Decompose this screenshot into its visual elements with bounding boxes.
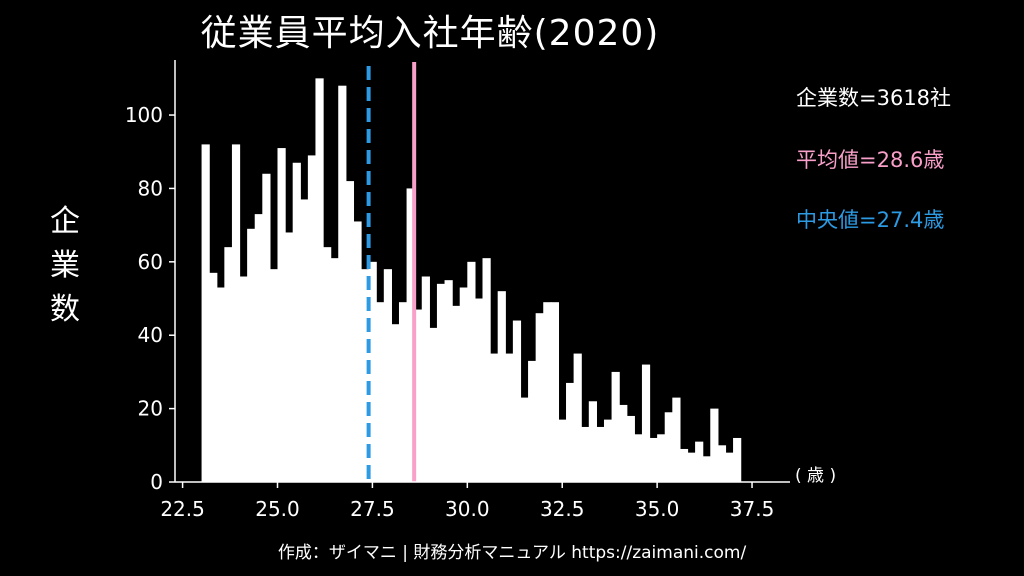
histogram-bar bbox=[603, 419, 613, 482]
histogram-bar bbox=[231, 144, 241, 482]
histogram-bar bbox=[710, 408, 719, 482]
histogram-bar bbox=[239, 276, 248, 482]
histogram-bar bbox=[209, 272, 218, 482]
histogram-bar bbox=[459, 287, 468, 482]
y-tick-label: 80 bbox=[138, 176, 163, 200]
histogram-bar bbox=[679, 448, 689, 482]
histogram-bar bbox=[717, 445, 727, 482]
histogram-bar bbox=[436, 283, 446, 482]
stat-lines bbox=[366, 62, 417, 482]
histogram-bar bbox=[702, 456, 711, 482]
histogram-bar bbox=[566, 382, 575, 482]
histogram-bar bbox=[398, 302, 408, 482]
footer-credit: 作成：ザイマニ | 財務分析マニュアル https://zaimani.com/ bbox=[277, 543, 747, 563]
histogram-bar bbox=[558, 419, 567, 482]
x-tick-label: 25.0 bbox=[255, 497, 300, 521]
histogram-bar bbox=[596, 426, 605, 482]
histogram-bar bbox=[695, 441, 704, 482]
histogram-bar bbox=[467, 261, 476, 482]
histogram-bar bbox=[345, 181, 355, 482]
histogram-bar bbox=[383, 269, 392, 482]
y-axis-label-char: 数 bbox=[50, 292, 80, 327]
histogram-bar bbox=[452, 305, 461, 482]
x-tick-label: 27.5 bbox=[350, 497, 395, 521]
histogram-bar bbox=[687, 452, 696, 482]
histogram-bar bbox=[505, 353, 514, 482]
chart-axes: 0 20 40 60 80 100 22.5 25.0 27.5 30.0 32.5 35.0 37.5 bbox=[125, 60, 790, 521]
y-axis-label-char: 業 bbox=[50, 248, 80, 283]
histogram-bar bbox=[285, 232, 294, 482]
histogram-bar bbox=[649, 437, 658, 482]
y-tick-label: 60 bbox=[138, 250, 163, 274]
histogram-bar bbox=[338, 85, 347, 482]
x-tick-label: 37.5 bbox=[730, 497, 775, 521]
histogram-bar bbox=[376, 302, 385, 482]
histogram-bar bbox=[315, 78, 324, 482]
histogram-bar bbox=[611, 371, 620, 482]
histogram-bar bbox=[429, 327, 438, 482]
histogram-bar bbox=[490, 353, 499, 482]
histogram-bar bbox=[330, 258, 339, 482]
histogram-bar bbox=[414, 309, 423, 482]
histogram-bar bbox=[619, 404, 628, 482]
y-tick-label: 20 bbox=[138, 397, 163, 421]
histogram-bar bbox=[588, 401, 597, 482]
histogram-bar bbox=[269, 269, 279, 482]
histogram-bar bbox=[406, 188, 415, 482]
histogram-bar bbox=[277, 148, 286, 482]
histogram-bar bbox=[391, 324, 400, 482]
histogram-bar bbox=[482, 258, 491, 482]
histogram-bar bbox=[520, 397, 529, 482]
histogram-bar bbox=[216, 287, 225, 482]
histogram-bar bbox=[254, 214, 263, 482]
histogram-bar bbox=[626, 415, 635, 482]
x-tick-label: 30.0 bbox=[445, 497, 490, 521]
histogram-bar bbox=[550, 302, 560, 482]
y-tick-label: 0 bbox=[150, 470, 163, 494]
histogram-bar bbox=[307, 155, 317, 482]
histogram-bar bbox=[300, 199, 309, 482]
histogram-bar bbox=[262, 173, 271, 482]
histogram-bar bbox=[247, 228, 256, 482]
y-axis-label: 企 業 数 bbox=[40, 200, 90, 332]
histogram-bar bbox=[581, 426, 590, 482]
histogram-bar bbox=[535, 313, 544, 482]
histogram-bar bbox=[224, 247, 233, 482]
y-axis-label-char: 企 bbox=[50, 204, 80, 239]
x-tick-label: 35.0 bbox=[635, 497, 680, 521]
histogram-bar bbox=[361, 269, 370, 482]
company-count-label: 企業数=3618社 bbox=[796, 86, 952, 110]
histogram-bar bbox=[474, 298, 484, 482]
histogram-bar bbox=[634, 434, 643, 482]
histogram-bar bbox=[664, 412, 673, 482]
x-tick-label: 32.5 bbox=[540, 497, 585, 521]
histogram-bar bbox=[573, 353, 582, 482]
histogram-bar bbox=[725, 452, 734, 482]
histogram-bar bbox=[201, 144, 210, 482]
x-tick-label: 22.5 bbox=[160, 497, 205, 521]
histogram-bar bbox=[672, 397, 681, 482]
histogram-bar bbox=[528, 360, 537, 482]
histogram-bar bbox=[292, 162, 301, 482]
histogram-bar bbox=[353, 221, 362, 482]
histogram-bar bbox=[543, 302, 552, 482]
y-tick-label: 100 bbox=[125, 103, 163, 127]
histogram-bar bbox=[444, 280, 453, 482]
chart-title: 従業員平均入社年齢(2020) bbox=[200, 13, 660, 54]
histogram-bar bbox=[323, 247, 332, 482]
y-tick-label: 40 bbox=[138, 323, 163, 347]
histogram-bar bbox=[512, 320, 522, 482]
histogram-bar bbox=[421, 276, 430, 482]
histogram-bar bbox=[368, 261, 377, 482]
histogram-bar bbox=[641, 364, 651, 482]
x-axis-unit-label: ( 歳 ) bbox=[795, 466, 837, 486]
histogram-bar bbox=[657, 434, 666, 482]
histogram-bar bbox=[733, 437, 742, 482]
histogram-bar bbox=[497, 291, 506, 482]
mean-label: 平均値=28.6歳 bbox=[796, 148, 945, 172]
median-label: 中央値=27.4歳 bbox=[796, 208, 945, 232]
histogram-bars bbox=[201, 78, 742, 482]
